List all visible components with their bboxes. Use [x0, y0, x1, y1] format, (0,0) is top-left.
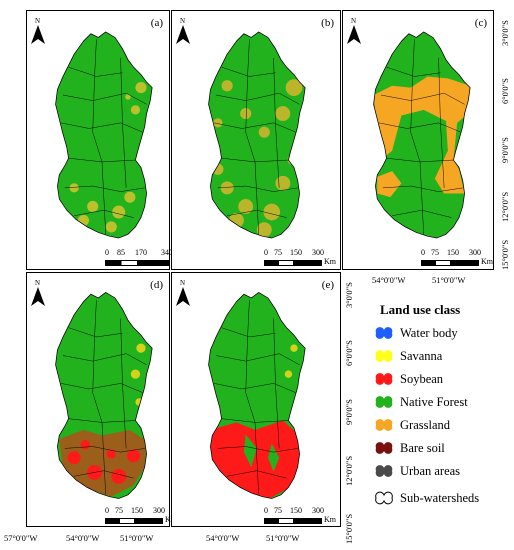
lat-tick: 6°0'0"S	[344, 340, 354, 366]
lat-tick: 15°0'0"S	[500, 239, 510, 270]
lon-tick: 51°0'0"W	[120, 533, 154, 543]
lon-tick: 51°0'0"W	[266, 533, 300, 543]
basin-map	[208, 31, 306, 239]
panel-label-d: (d)	[150, 279, 163, 291]
water-body-swatch-icon	[375, 327, 393, 339]
savanna-swatch-icon	[375, 350, 393, 362]
basin-map	[55, 31, 153, 239]
panel-label-e: (e)	[321, 279, 334, 291]
lat-tick: 6°0'0"S	[500, 78, 510, 104]
legend-title: Land use class	[380, 302, 461, 317]
lon-tick: 51°0'0"W	[432, 275, 466, 285]
basin-map	[373, 31, 471, 239]
panel-label-a: (a)	[150, 17, 163, 29]
lat-tick: 9°0'0"S	[344, 399, 354, 425]
north-arrow-icon: N	[31, 279, 45, 306]
map-panel-c: (c) N 0 75 150 300 Km	[342, 10, 494, 270]
grassland-swatch-icon	[375, 419, 393, 431]
bare-soil-swatch-icon	[375, 442, 393, 454]
svg-text:N: N	[180, 279, 185, 287]
urban-areas-swatch-icon	[375, 465, 393, 477]
svg-text:N: N	[35, 279, 40, 287]
panel-label-b: (b)	[321, 17, 334, 29]
svg-text:N: N	[35, 17, 40, 25]
lon-tick: 57°0'0"W	[4, 533, 38, 543]
svg-text:N: N	[351, 17, 356, 25]
panel-label-c: (c)	[474, 17, 487, 29]
lat-tick: 3°0'0"S	[500, 20, 510, 46]
north-arrow-icon: N	[31, 17, 45, 44]
svg-text:N: N	[180, 17, 185, 25]
lon-tick: 54°0'0"W	[206, 533, 240, 543]
native-forest-swatch-icon	[375, 396, 393, 408]
lat-tick: 9°0'0"S	[500, 137, 510, 163]
map-panel-a: (a) N 0 85 170 340 Km	[26, 10, 183, 270]
lon-tick: 54°0'0"W	[372, 275, 406, 285]
soybean-swatch-icon	[375, 373, 393, 385]
map-panel-e: (e) N 0 75 150 300 Km	[171, 272, 341, 527]
map-panel-d: (d) N 0 75 150 300 Km	[26, 272, 177, 527]
lon-tick: 54°0'0"W	[66, 533, 100, 543]
basin-map	[208, 291, 306, 499]
lat-tick: 12°0'0"S	[500, 191, 510, 222]
north-arrow-icon: N	[176, 17, 190, 44]
lat-tick: 3°0'0"S	[344, 282, 354, 308]
sub-watershed-outline-icon	[375, 491, 393, 505]
north-arrow-icon: N	[347, 17, 361, 44]
lat-tick: 15°0'0"S	[344, 513, 354, 544]
lat-tick: 12°0'0"S	[344, 455, 354, 486]
north-arrow-icon: N	[176, 279, 190, 306]
map-panel-b: (b) N 0 75 150 300 Km	[171, 10, 341, 270]
basin-map	[55, 291, 153, 499]
